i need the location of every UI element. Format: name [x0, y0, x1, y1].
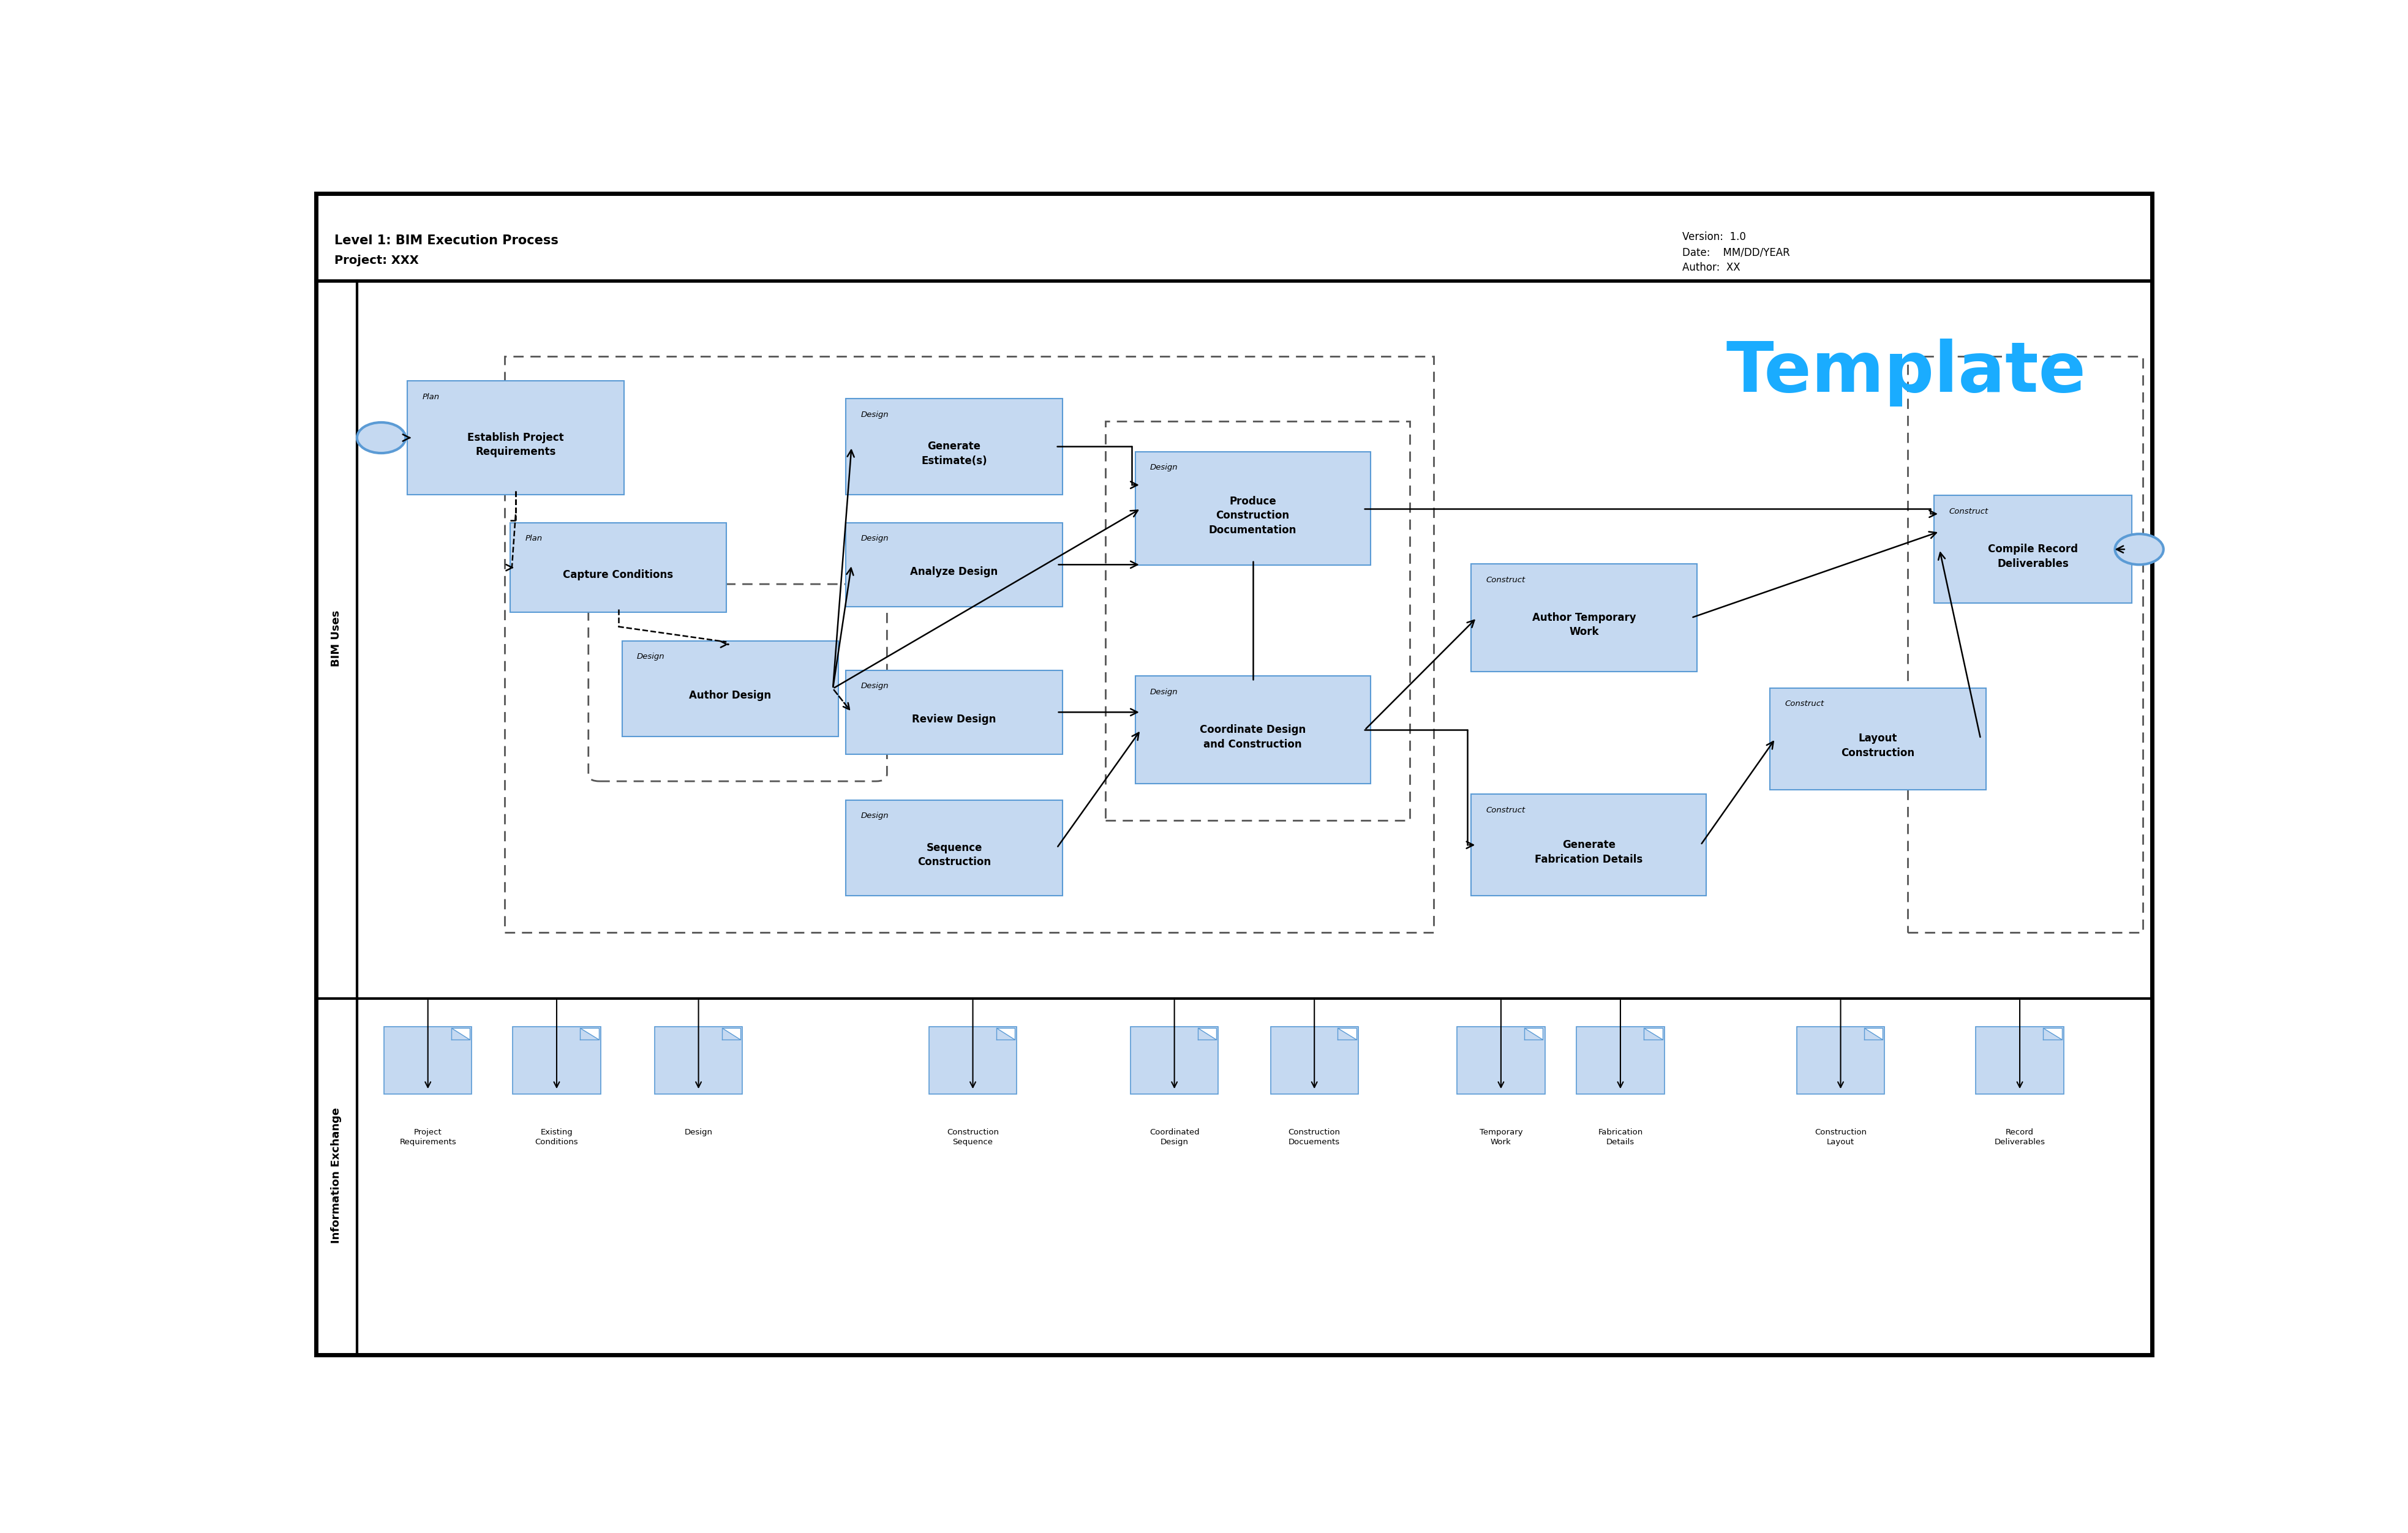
FancyBboxPatch shape	[1796, 1027, 1885, 1095]
Text: Coordinate Design
and Construction: Coordinate Design and Construction	[1199, 724, 1305, 750]
Text: Capture Conditions: Capture Conditions	[563, 569, 674, 579]
Text: Produce
Construction
Documentation: Produce Construction Documentation	[1209, 495, 1296, 535]
Polygon shape	[997, 1029, 1014, 1039]
Text: Construction
Sequence: Construction Sequence	[946, 1128, 999, 1147]
Polygon shape	[1524, 1029, 1544, 1039]
FancyBboxPatch shape	[1271, 1027, 1358, 1095]
Polygon shape	[1645, 1029, 1662, 1039]
Text: Plan: Plan	[525, 535, 542, 543]
FancyBboxPatch shape	[407, 382, 624, 495]
Text: Design: Design	[1151, 688, 1178, 696]
Text: BIM Uses: BIM Uses	[330, 610, 342, 667]
FancyBboxPatch shape	[1770, 688, 1987, 789]
FancyBboxPatch shape	[383, 1027, 472, 1095]
Text: Sequence
Construction: Sequence Construction	[917, 842, 992, 868]
Text: Layout
Construction: Layout Construction	[1842, 733, 1914, 759]
Text: Generate
Fabrication Details: Generate Fabrication Details	[1534, 840, 1642, 865]
Text: Author Temporary
Work: Author Temporary Work	[1531, 612, 1635, 638]
FancyBboxPatch shape	[655, 1027, 742, 1095]
Polygon shape	[2042, 1029, 2061, 1039]
Text: Existing
Conditions: Existing Conditions	[535, 1128, 578, 1147]
Text: Information Exchange: Information Exchange	[330, 1107, 342, 1243]
Text: Temporary
Work: Temporary Work	[1479, 1128, 1522, 1147]
FancyBboxPatch shape	[1977, 1027, 2064, 1095]
Text: Construction
Layout: Construction Layout	[1816, 1128, 1866, 1147]
Text: Template: Template	[1727, 339, 2085, 406]
Text: Establish Project
Requirements: Establish Project Requirements	[467, 432, 563, 457]
Text: Project: XXX: Project: XXX	[335, 254, 419, 267]
Text: Design: Design	[862, 411, 889, 419]
Text: Design: Design	[862, 682, 889, 690]
Text: Design: Design	[1151, 463, 1178, 472]
Text: Construction
Docuements: Construction Docuements	[1288, 1128, 1341, 1147]
FancyBboxPatch shape	[1577, 1027, 1664, 1095]
Text: Fabrication
Details: Fabrication Details	[1599, 1128, 1642, 1147]
Text: Design: Design	[684, 1128, 713, 1136]
Text: Review Design: Review Design	[913, 714, 997, 725]
Text: Construct: Construct	[1948, 507, 1989, 515]
Text: Construct: Construct	[1486, 806, 1524, 814]
Text: Author Design: Author Design	[689, 690, 771, 701]
FancyBboxPatch shape	[845, 670, 1062, 754]
FancyBboxPatch shape	[513, 1027, 600, 1095]
FancyBboxPatch shape	[1934, 495, 2131, 602]
Text: Author:  XX: Author: XX	[1681, 262, 1741, 273]
Text: Record
Deliverables: Record Deliverables	[1994, 1128, 2044, 1147]
Polygon shape	[580, 1029, 600, 1039]
Circle shape	[356, 423, 405, 454]
Polygon shape	[1339, 1029, 1356, 1039]
FancyBboxPatch shape	[1129, 1027, 1218, 1095]
Text: Date:    MM/DD/YEAR: Date: MM/DD/YEAR	[1681, 247, 1789, 258]
FancyBboxPatch shape	[845, 399, 1062, 495]
FancyBboxPatch shape	[845, 800, 1062, 895]
Text: Design: Design	[862, 812, 889, 820]
Text: Plan: Plan	[421, 392, 441, 400]
Text: Coordinated
Design: Coordinated Design	[1149, 1128, 1199, 1147]
Text: Design: Design	[636, 653, 665, 661]
Text: Analyze Design: Analyze Design	[910, 566, 997, 578]
FancyBboxPatch shape	[1134, 676, 1370, 783]
FancyBboxPatch shape	[1457, 1027, 1546, 1095]
Text: Project
Requirements: Project Requirements	[400, 1128, 455, 1147]
Polygon shape	[450, 1029, 470, 1039]
Polygon shape	[722, 1029, 742, 1039]
FancyBboxPatch shape	[510, 523, 727, 613]
FancyBboxPatch shape	[929, 1027, 1016, 1095]
Polygon shape	[1197, 1029, 1216, 1039]
Text: Version:  1.0: Version: 1.0	[1681, 231, 1746, 242]
FancyBboxPatch shape	[315, 193, 2153, 1355]
FancyBboxPatch shape	[845, 523, 1062, 607]
FancyBboxPatch shape	[1471, 794, 1707, 895]
Text: Compile Record
Deliverables: Compile Record Deliverables	[1989, 544, 2078, 569]
Text: Generate
Estimate(s): Generate Estimate(s)	[922, 442, 987, 466]
Text: Construct: Construct	[1486, 576, 1524, 584]
Polygon shape	[1864, 1029, 1883, 1039]
FancyBboxPatch shape	[621, 641, 838, 736]
Circle shape	[2114, 533, 2162, 564]
Text: Level 1: BIM Execution Process: Level 1: BIM Execution Process	[335, 235, 559, 247]
Text: Construct: Construct	[1784, 699, 1823, 708]
Text: Design: Design	[862, 535, 889, 543]
FancyBboxPatch shape	[1471, 564, 1698, 671]
FancyBboxPatch shape	[1134, 452, 1370, 566]
